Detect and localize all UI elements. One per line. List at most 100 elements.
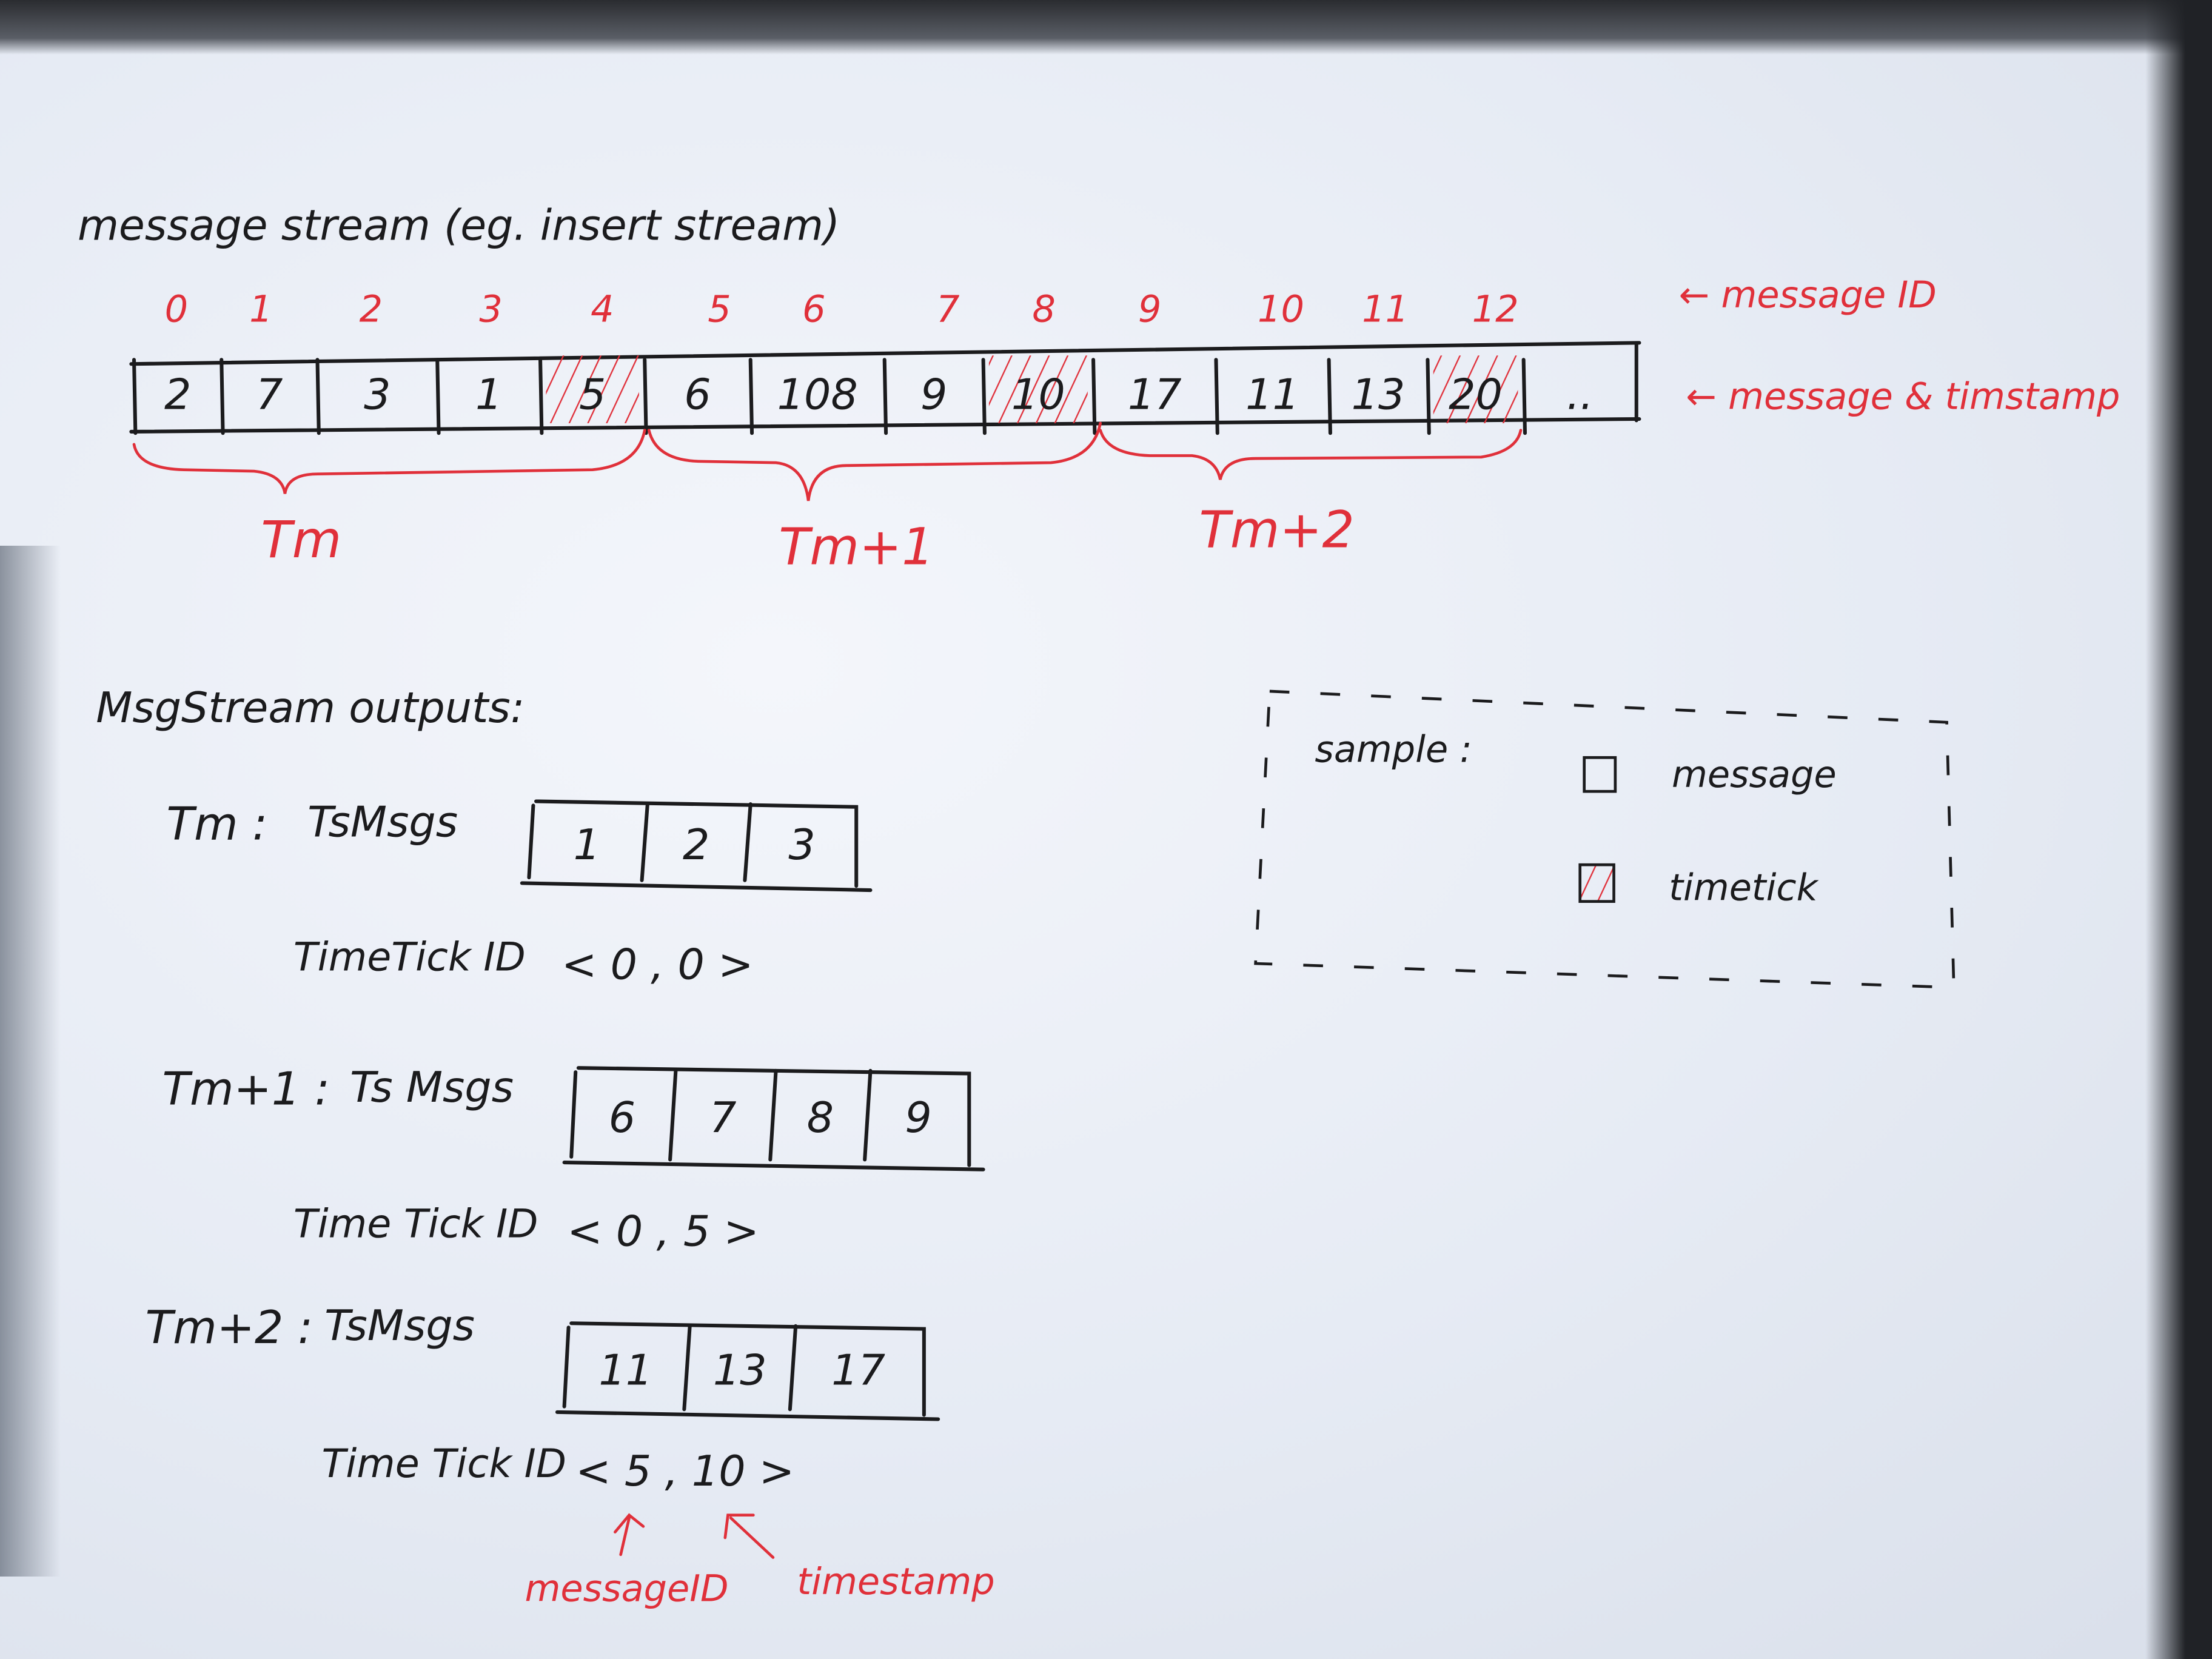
cell-divider bbox=[863, 1068, 873, 1162]
timetick-cell: 10 bbox=[981, 355, 1088, 435]
tsmsg-value: 7 bbox=[709, 1093, 736, 1142]
tsmsg-value: 6 bbox=[609, 1093, 635, 1142]
cell-divider bbox=[1426, 358, 1431, 435]
output-row: Tm : TsMsgs 1 2 3 TimeTick ID < 0 , 0 > bbox=[167, 797, 873, 990]
brace-tm bbox=[132, 429, 646, 494]
message-id: 4 bbox=[591, 288, 614, 330]
cell-divider bbox=[220, 358, 225, 435]
legend-item-message: message bbox=[1672, 754, 1837, 796]
timetick-id-value: < 5 , 10 > bbox=[575, 1447, 794, 1496]
tsmsgs-label: TsMsgs bbox=[324, 1301, 475, 1350]
cell-divider bbox=[1521, 358, 1527, 435]
cell-divider bbox=[132, 358, 138, 435]
timetick-id-value: < 0 , 0 > bbox=[561, 940, 754, 990]
brace-tm2 bbox=[1099, 429, 1523, 480]
tsmsg-value: 13 bbox=[713, 1346, 767, 1395]
message-id: 5 bbox=[708, 288, 731, 330]
message-cell: 2 bbox=[132, 358, 191, 435]
cell-divider bbox=[640, 802, 649, 882]
message-id: 0 bbox=[165, 288, 188, 330]
cell-divider bbox=[435, 358, 441, 435]
tsmsg-value: 11 bbox=[598, 1346, 652, 1395]
message-id-row: 0 1 2 3 4 5 6 7 8 9 10 11 12 bbox=[165, 288, 1519, 330]
timetick-hatch bbox=[546, 355, 639, 423]
timetick-hatch bbox=[1433, 355, 1518, 423]
message-id: 7 bbox=[936, 288, 959, 330]
message-cell: 11 bbox=[1214, 358, 1299, 435]
message-stream: 2 7 3 1 5 6 108 9 10 17 11 13 20.. bbox=[129, 341, 1641, 435]
arrow-up-icon bbox=[614, 1513, 645, 1557]
period-label-tm: Tm bbox=[261, 510, 341, 569]
legend: sample : message timetick bbox=[1254, 689, 1956, 989]
message-id-label: ← message ID bbox=[1679, 274, 1937, 317]
message-id: 9 bbox=[1138, 288, 1161, 330]
cell-value: 9 bbox=[920, 370, 947, 420]
message-cell: 17 bbox=[1091, 358, 1182, 435]
output-period: Tm+2 : bbox=[146, 1301, 313, 1354]
tsmsgs-label: TsMsgs bbox=[307, 798, 458, 847]
cell-divider bbox=[315, 358, 321, 435]
cell-divider bbox=[643, 358, 648, 435]
message-cell: 9 bbox=[882, 358, 947, 435]
cell-divider bbox=[1091, 358, 1097, 435]
tsmsgs-box bbox=[520, 799, 873, 893]
message-square-icon bbox=[1583, 756, 1617, 793]
message-cell: 13 bbox=[1327, 358, 1406, 435]
message-id: 1 bbox=[249, 288, 272, 330]
timetick-id-label: Time Tick ID bbox=[293, 1201, 538, 1247]
message-cell: .. bbox=[1521, 358, 1594, 435]
cell-value: 6 bbox=[684, 370, 711, 420]
timetick-id-label: TimeTick ID bbox=[293, 935, 526, 980]
message-id: 10 bbox=[1258, 288, 1304, 330]
outputs-heading: MsgStream outputs: bbox=[96, 683, 525, 732]
cell-value: 13 bbox=[1352, 370, 1406, 420]
cell-divider bbox=[1214, 358, 1219, 435]
cell-divider bbox=[981, 358, 987, 435]
cell-value: 1 bbox=[475, 370, 502, 420]
cell-value: 20 bbox=[1449, 370, 1503, 420]
cell-divider bbox=[682, 1324, 692, 1412]
tsmsgs-label: Ts Msgs bbox=[350, 1063, 514, 1112]
cell-divider bbox=[743, 802, 752, 882]
table-edge-right bbox=[2145, 0, 2212, 1659]
shadow bbox=[0, 546, 61, 1577]
cell-value: 3 bbox=[364, 370, 390, 420]
cell-divider bbox=[768, 1068, 778, 1162]
annotation-message-id: messageID bbox=[525, 1568, 728, 1610]
message-id: 6 bbox=[802, 288, 825, 330]
cell-divider bbox=[538, 358, 544, 435]
cell-divider bbox=[748, 358, 754, 435]
output-period: Tm+1 : bbox=[163, 1063, 330, 1116]
cell-divider bbox=[668, 1068, 678, 1162]
timetick-cell: 20 bbox=[1426, 355, 1518, 435]
cell-value: 7 bbox=[256, 370, 283, 420]
message-cell: 7 bbox=[220, 358, 283, 435]
tsmsg-value: 3 bbox=[788, 820, 815, 870]
cell-value: 17 bbox=[1128, 370, 1182, 420]
tsmsg-value: 17 bbox=[831, 1346, 885, 1395]
message-cell: 108 bbox=[748, 358, 858, 435]
timetick-id-value: < 0 , 5 > bbox=[567, 1207, 759, 1256]
cell-value: .. bbox=[1567, 370, 1594, 420]
message-cell: 3 bbox=[315, 358, 391, 435]
message-timestamp-label: ← message & timstamp bbox=[1686, 376, 2120, 418]
cell-value: 108 bbox=[777, 370, 858, 420]
legend-title: sample : bbox=[1315, 728, 1472, 771]
diagram-title: message stream (eg. insert stream) bbox=[78, 201, 840, 250]
brace-tm1 bbox=[647, 421, 1102, 501]
cell-divider bbox=[788, 1324, 798, 1412]
table-edge bbox=[0, 0, 2212, 55]
timetick-hatch bbox=[988, 355, 1088, 423]
output-row: Tm+2 : TsMsgs 11 13 17 Time Tick ID < 5 , 10 > bbox=[146, 1301, 940, 1496]
tsmsg-value: 2 bbox=[683, 820, 709, 870]
message-id: 2 bbox=[360, 288, 383, 330]
timetick-cell: 5 bbox=[538, 355, 639, 435]
cell-value: 11 bbox=[1245, 370, 1299, 420]
output-period: Tm : bbox=[167, 797, 268, 850]
arrow-up-left-icon bbox=[723, 1513, 775, 1559]
message-id: 3 bbox=[479, 288, 502, 330]
legend-border bbox=[1254, 689, 1956, 989]
timetick-hatched-square-icon bbox=[1578, 863, 1615, 903]
